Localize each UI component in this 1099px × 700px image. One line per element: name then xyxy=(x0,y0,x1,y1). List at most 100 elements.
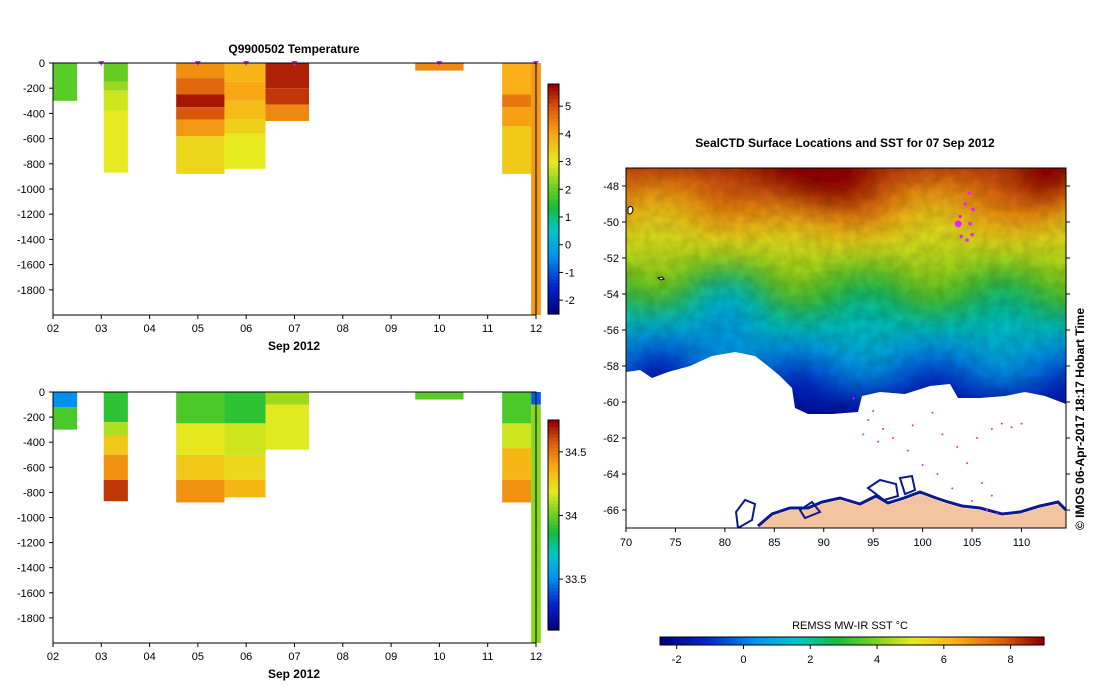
temperature-profiles xyxy=(53,63,541,315)
sst-cell xyxy=(806,528,817,539)
sst-cell xyxy=(626,238,627,249)
coastline xyxy=(757,490,1066,528)
colorbar-segment xyxy=(548,560,559,565)
track-point xyxy=(921,464,924,466)
sst-cell xyxy=(956,168,967,169)
timestamp: © IMOS 06-Apr-2017 18:17 Hobart Time xyxy=(1073,308,1087,530)
sst-cell xyxy=(636,148,647,159)
colorbar-segment xyxy=(548,465,559,470)
sst-cell xyxy=(756,538,767,549)
colorbar-segment xyxy=(548,126,559,131)
sst-colorbar-segment xyxy=(684,637,690,645)
y-tick-label: -1000 xyxy=(17,513,45,525)
sst-colorbar-segment xyxy=(775,637,781,645)
sst-colorbar-segment xyxy=(799,637,805,645)
colorbar-segment xyxy=(548,133,559,139)
sst-cell xyxy=(856,168,867,169)
heard-island xyxy=(656,276,665,281)
sst-cell xyxy=(696,168,707,169)
sst-cell xyxy=(1076,258,1087,269)
colorbar-segment xyxy=(548,183,559,189)
sst-cell xyxy=(606,278,617,289)
sst-cell xyxy=(1076,148,1087,159)
colorbar-segment xyxy=(548,563,559,568)
profile-1-layer-3 xyxy=(103,454,128,480)
sst-cell xyxy=(836,168,847,169)
sst-cell xyxy=(606,458,617,469)
colorbar-segment xyxy=(548,542,559,547)
colorbar-segment xyxy=(548,511,559,516)
colorbar-frame xyxy=(547,419,560,631)
sst-cell xyxy=(1056,528,1067,539)
colorbar-segment xyxy=(548,521,559,526)
sst-cell xyxy=(1046,528,1057,539)
sst-colorbar-segment xyxy=(991,637,997,645)
x-tick-label: 04 xyxy=(143,323,155,335)
y-tick-label: -1000 xyxy=(17,184,45,196)
colorbar-segment xyxy=(548,137,559,143)
sst-colorbar-frame xyxy=(659,636,1045,646)
sst-colorbar-segment xyxy=(856,637,863,645)
sst-colorbar-segment xyxy=(765,637,771,645)
sst-cell xyxy=(846,538,857,549)
sst-cell xyxy=(606,378,617,389)
sst-cell xyxy=(686,528,697,539)
profile-2-layer-0 xyxy=(176,63,225,79)
y-tick-label: 0 xyxy=(39,387,45,399)
sst-cell xyxy=(636,168,647,169)
sst-cell xyxy=(786,168,797,169)
profile-6-layer-2 xyxy=(502,448,532,480)
sst-cell xyxy=(1076,228,1087,239)
colorbar-segment xyxy=(548,546,559,551)
sst-cell xyxy=(926,168,937,169)
track-point xyxy=(966,462,969,465)
sst-cell xyxy=(856,528,867,539)
lon-tick-label: 85 xyxy=(768,537,780,549)
sst-cell xyxy=(946,528,957,539)
track-point xyxy=(956,446,959,448)
x-tick-label: 10 xyxy=(433,323,445,335)
seal-location xyxy=(965,238,969,242)
sst-map-panel: SealCTD Surface Locations and SST for 07… xyxy=(603,136,1087,666)
track-point xyxy=(906,449,909,452)
colorbar-segment xyxy=(548,423,559,428)
sst-colorbar-segment xyxy=(876,637,882,645)
sst-cell xyxy=(646,528,657,539)
colorbar-segment xyxy=(548,514,559,519)
colorbar-segment xyxy=(548,191,559,196)
sst-cell xyxy=(1046,148,1057,159)
sst-colorbar-segment xyxy=(813,637,819,645)
iceberg-outline xyxy=(734,474,917,528)
y-tick-label: -1600 xyxy=(17,588,45,600)
sst-cell xyxy=(1066,248,1077,259)
lon-tick-label: 70 xyxy=(620,537,632,549)
colorbar-segment xyxy=(548,287,559,292)
track-point xyxy=(995,512,998,515)
x-tick-label: 03 xyxy=(95,651,107,663)
track-point xyxy=(1000,422,1003,425)
sst-cell xyxy=(976,168,987,169)
sst-colorbar-segment xyxy=(693,637,699,645)
sst-colorbar-segment xyxy=(880,637,887,645)
sst-cell xyxy=(626,338,627,349)
x-tick-label: 05 xyxy=(192,323,204,335)
colorbar-segment xyxy=(548,455,559,460)
lat-tick-label: -60 xyxy=(603,397,619,409)
salinity-x-axis-label: Sep 2012 xyxy=(268,667,320,681)
profile-6-layer-2 xyxy=(502,107,532,126)
sst-cell xyxy=(706,528,717,539)
sst-colorbar-segment xyxy=(1010,637,1016,645)
colorbar-tick-label: -1 xyxy=(565,267,575,279)
profile-6-layer-1 xyxy=(502,94,532,108)
sst-cell xyxy=(606,488,617,499)
sst-colorbar-segment xyxy=(722,637,728,645)
seal-track xyxy=(852,397,1023,515)
sst-cell xyxy=(606,228,617,239)
sst-cell xyxy=(1016,168,1027,169)
sst-colorbar-segment xyxy=(703,637,709,645)
y-tick-label: -1400 xyxy=(17,234,45,246)
sst-cell xyxy=(1066,168,1077,179)
colorbar-segment xyxy=(548,99,559,104)
colorbar-segment xyxy=(548,87,559,93)
colorbar-segment xyxy=(548,602,559,607)
